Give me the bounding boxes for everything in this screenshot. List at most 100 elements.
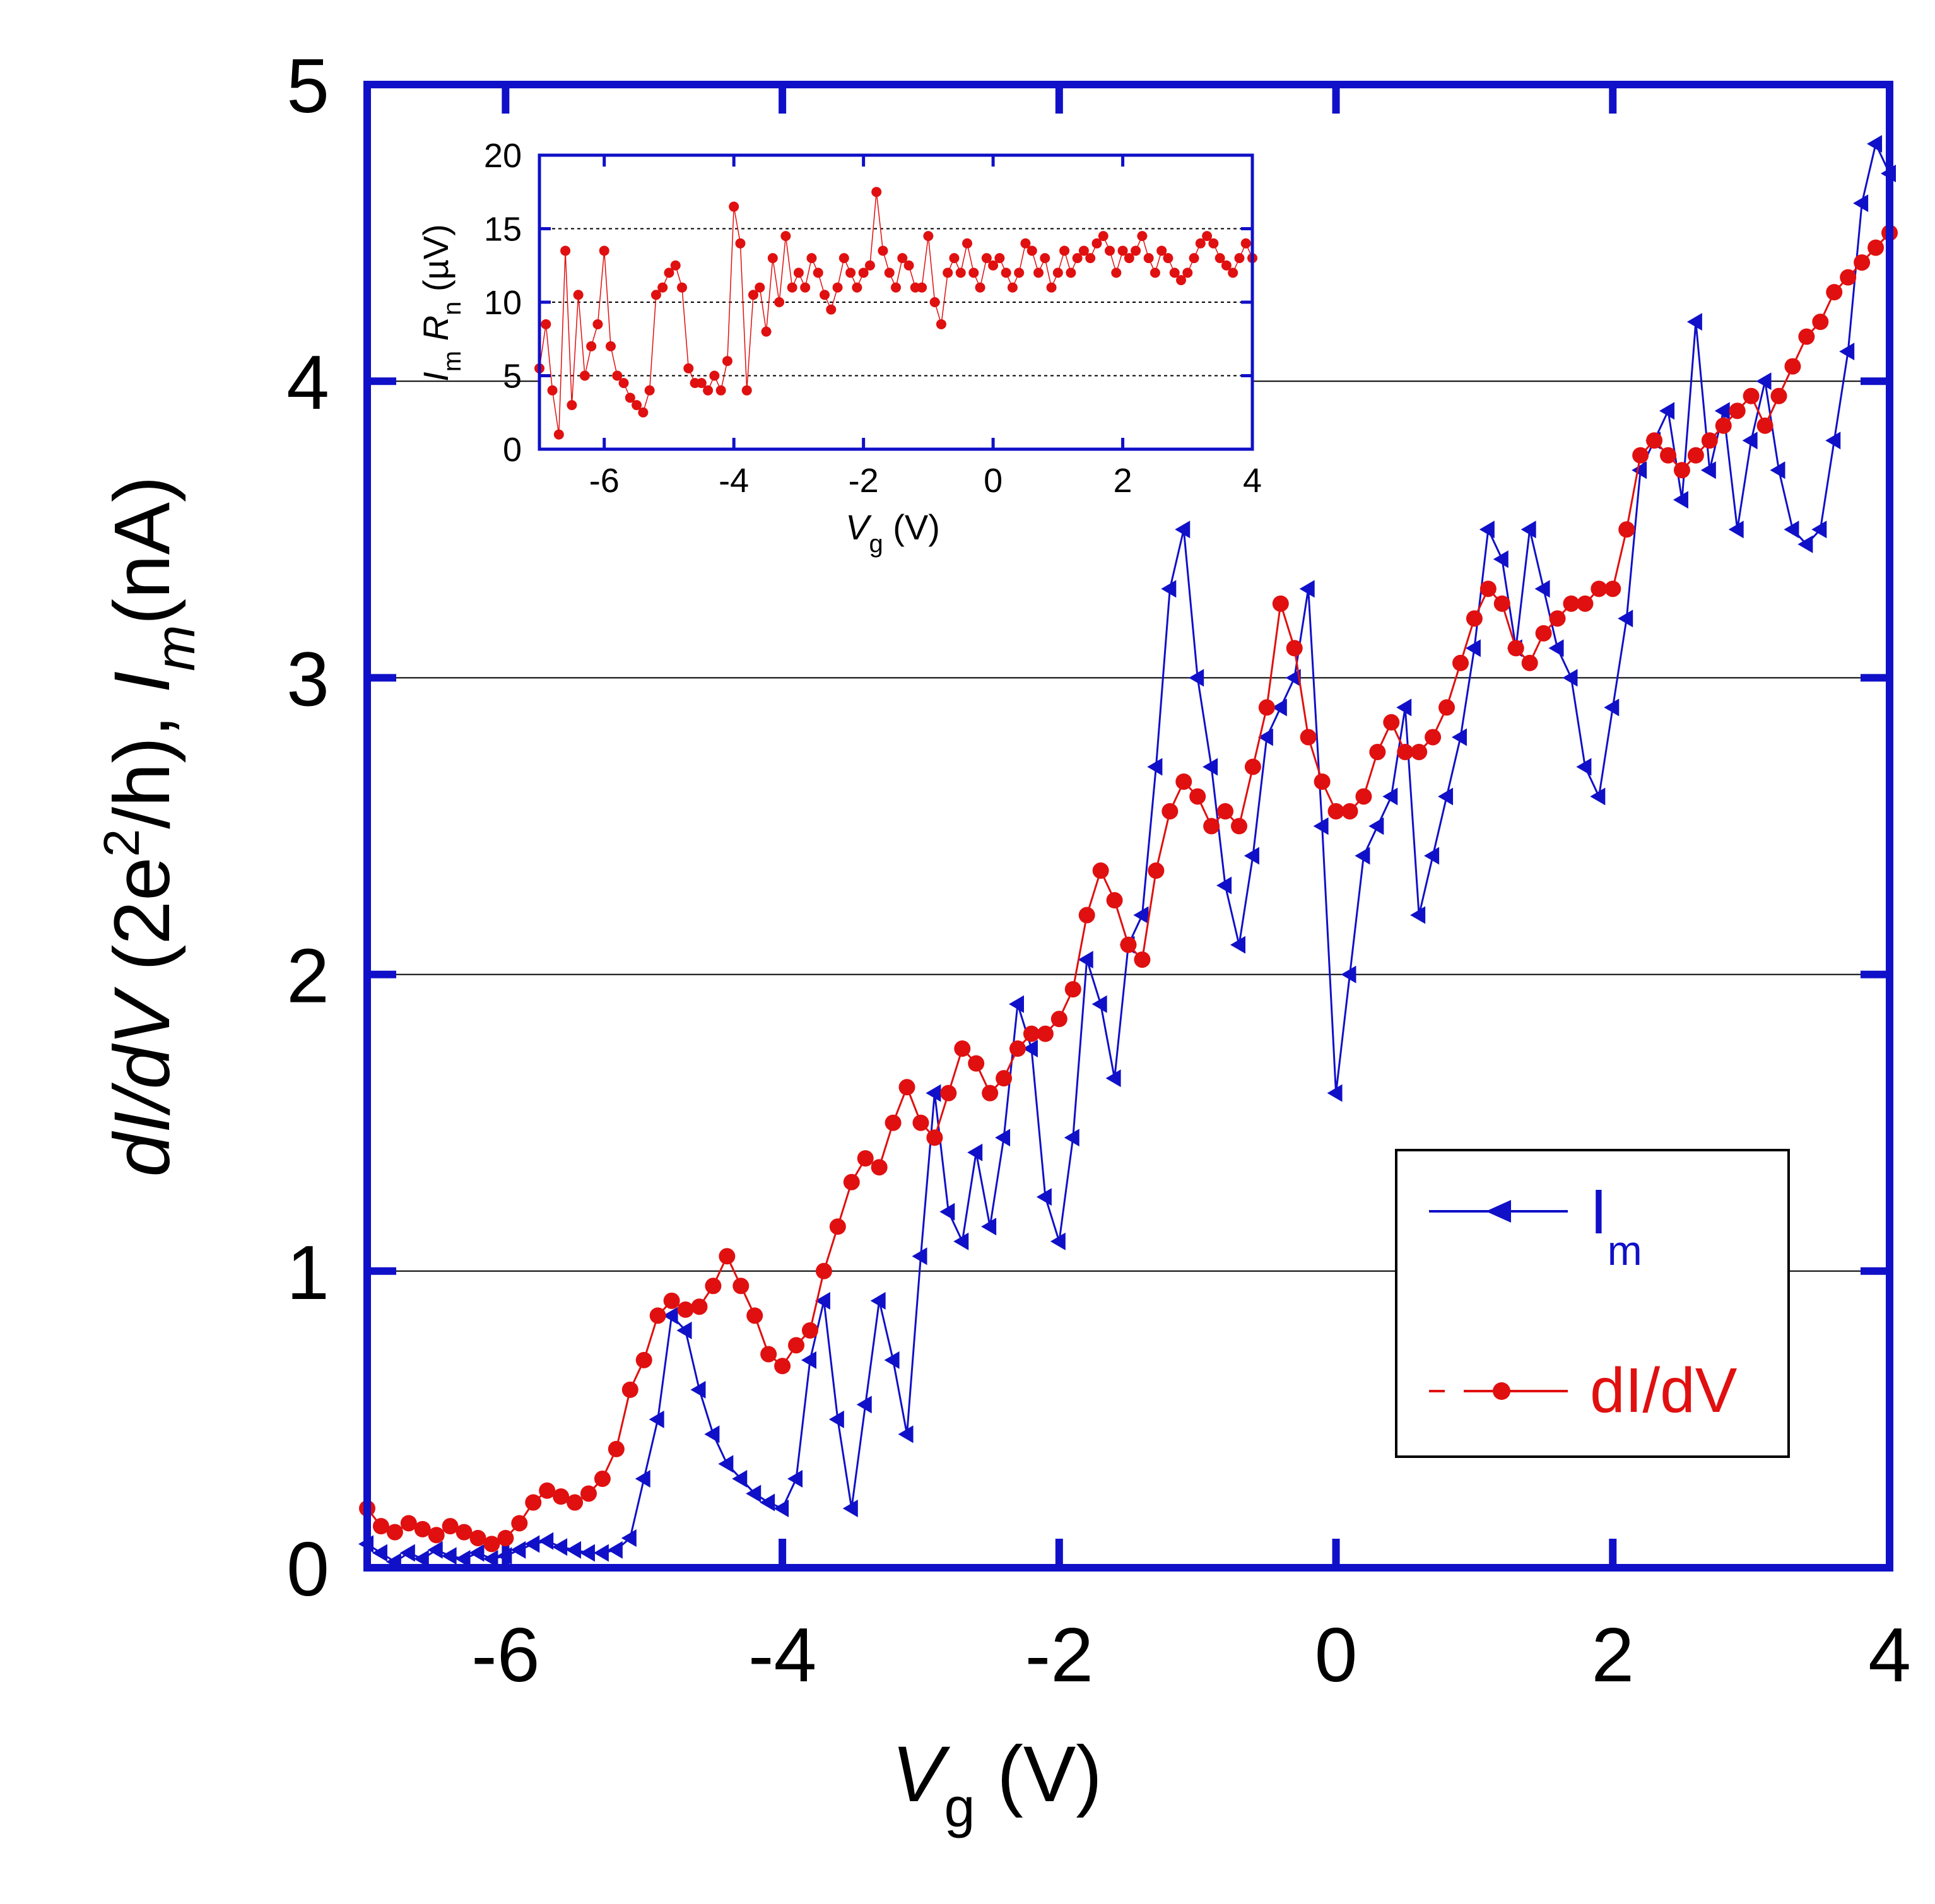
im-point <box>1230 936 1245 954</box>
inset-point <box>897 253 908 264</box>
legend: Im dI/dV <box>1395 1149 1790 1458</box>
inset-point <box>1215 253 1225 264</box>
main-ytick-label-2: 2 <box>286 933 329 1019</box>
didv-point <box>968 1055 985 1072</box>
im-point <box>1050 1232 1066 1250</box>
im-point <box>635 1469 650 1488</box>
inset-point <box>943 267 953 278</box>
didv-point <box>843 1173 860 1190</box>
inset-ytick-label-3: 15 <box>484 211 522 249</box>
inset-point <box>813 267 823 278</box>
didv-point <box>1784 358 1801 375</box>
inset-point <box>1078 245 1089 256</box>
inset-point <box>917 282 927 293</box>
didv-point <box>1300 729 1317 746</box>
inset-point <box>800 282 811 293</box>
didv-point <box>1646 432 1663 449</box>
inset-point <box>748 290 758 300</box>
didv-point <box>1563 595 1580 612</box>
inset-point <box>929 297 940 307</box>
im-point <box>1590 787 1606 806</box>
inset-point <box>1001 267 1011 278</box>
inset-point <box>755 282 765 293</box>
inset-ytick-label-0: 0 <box>503 431 522 469</box>
inset-point <box>1202 231 1213 242</box>
im-point <box>427 1541 443 1559</box>
main-xtick-label-4: 2 <box>1591 1612 1634 1698</box>
inset-point <box>949 253 960 264</box>
im-point <box>760 1493 775 1512</box>
inset-point <box>644 385 655 396</box>
im-point <box>1728 520 1744 539</box>
didv-point <box>1217 802 1234 820</box>
inset-point <box>1163 253 1173 264</box>
inset-point <box>683 363 694 373</box>
im-point <box>787 1469 803 1488</box>
didv-point <box>1327 802 1344 820</box>
im-point <box>1133 906 1149 924</box>
didv-point <box>1341 802 1358 820</box>
inset-xtick-label-4: 2 <box>1114 462 1132 500</box>
inset-point <box>703 385 714 396</box>
didv-point <box>608 1440 625 1457</box>
im-point <box>939 1202 955 1221</box>
inset-point <box>1105 245 1115 256</box>
inset-point <box>955 267 966 278</box>
didv-point <box>1493 595 1510 612</box>
im-point <box>1520 520 1536 539</box>
didv-point <box>1369 743 1386 760</box>
im-point <box>1244 847 1259 865</box>
im-point <box>1700 461 1716 479</box>
inset-xtick-label-1: -4 <box>719 462 749 500</box>
im-point <box>690 1380 706 1399</box>
didv-point <box>483 1536 500 1553</box>
didv-point <box>1106 892 1123 909</box>
main-xtick-label-1: -4 <box>748 1612 816 1698</box>
didv-point <box>1729 403 1746 420</box>
im-point <box>981 1218 997 1236</box>
im-point <box>1105 1069 1121 1088</box>
inset-point <box>670 260 681 271</box>
inset-point <box>632 400 642 411</box>
didv-point <box>539 1482 556 1499</box>
im-point <box>1534 580 1550 598</box>
im-point <box>773 1499 789 1517</box>
im-point <box>1839 343 1855 361</box>
didv-point <box>1854 254 1871 271</box>
im-point <box>676 1321 692 1339</box>
inset-point <box>579 370 590 381</box>
inset-point <box>567 400 577 411</box>
inset-point <box>780 231 791 242</box>
inset-xtick-label-2: -2 <box>849 462 879 500</box>
inset-point <box>1111 267 1122 278</box>
didv-point <box>1272 595 1289 612</box>
inset-point <box>1117 245 1128 256</box>
im-point <box>1203 758 1218 776</box>
didv-point <box>497 1529 514 1546</box>
im-point <box>1355 847 1370 865</box>
im-point <box>497 1547 512 1565</box>
main-ytick-label-0: 0 <box>286 1526 329 1612</box>
didv-point <box>1660 447 1677 464</box>
didv-point <box>469 1529 486 1546</box>
im-point <box>828 1410 844 1428</box>
im-point <box>1659 402 1675 420</box>
inset-point <box>1150 267 1160 278</box>
im-point <box>1064 1129 1079 1147</box>
inset-point <box>832 282 843 293</box>
didv-point <box>567 1494 584 1511</box>
didv-point <box>1134 951 1151 968</box>
main-plot-frame <box>363 81 1893 1572</box>
inset-ytick-label-2: 10 <box>484 284 522 322</box>
inset-point <box>1040 253 1050 264</box>
im-point <box>1216 876 1232 895</box>
inset-point <box>677 282 687 293</box>
main-xtick-label-0: -6 <box>471 1612 539 1698</box>
im-point <box>746 1484 762 1503</box>
main-x-tick-labels: -6 -4 -2 0 2 4 <box>471 1612 1911 1698</box>
inset-point <box>793 267 804 278</box>
inset-point <box>1091 238 1102 249</box>
im-point <box>1479 520 1495 539</box>
didv-point <box>1314 773 1331 790</box>
im-point <box>1686 313 1702 331</box>
